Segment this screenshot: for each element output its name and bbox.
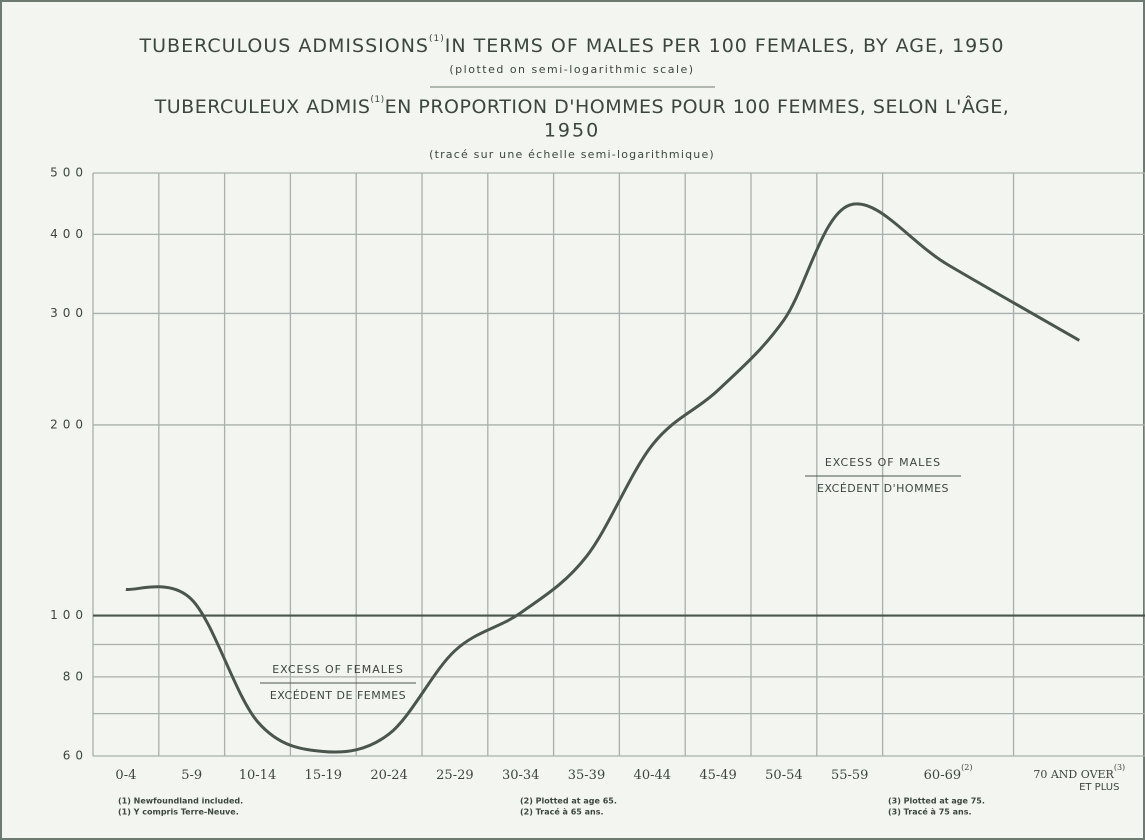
plot-area: 60 80 100 200 300 400 500 0-4 5-9 10-14 15-19 20-24… [50,166,1145,817]
x-tick-text: 20-24 [370,768,407,783]
y-tick-label: 400 [50,227,88,241]
x-tick-text: 25-29 [436,768,473,783]
y-tick-label: 60 [63,749,88,763]
chart-title-fr-year: 1950 [544,120,600,142]
x-tick-note: (3) [1114,763,1125,772]
annotation: EXCÉDENT D'HOMMES [817,482,949,495]
x-tick-text: 0-4 [115,768,136,783]
x-tick-text: 35-39 [568,768,605,783]
x-tick-text: 10-14 [239,768,276,783]
subtitle: (plotted on semi-logarithmic scale) [449,63,694,76]
x-tick-label: 20-24 [370,768,407,783]
annotation: EXCÉDENT DE FEMMES [270,689,406,702]
annotation: EXCESS OF MALES [825,456,941,469]
x-tick-label: 40-44 [634,768,671,783]
footnote: (2) Tracé à 65 ans. [520,807,604,817]
x-tick-note: (2) [961,763,972,772]
footnote: (3) Plotted at age 75. [888,797,985,806]
x-tick-text: 50-54 [765,768,802,783]
x-tick-text: 40-44 [634,768,671,783]
x-tick-text: 55-59 [831,768,868,783]
x-tick-label: 5-9 [181,768,202,783]
footnote: (3) Tracé à 75 ans. [888,807,972,817]
chart-title: TUBERCULOUS ADMISSIONS(1)IN TERMS OF MAL… [139,34,1005,57]
y-tick-label: 300 [50,306,88,320]
footnote: (1) Newfoundland included. [118,797,243,806]
x-tick-label: 25-29 [436,768,473,783]
x-tick-label: 45-49 [699,768,736,783]
x-tick-label: 55-59 [831,768,868,783]
annotation: EXCESS OF FEMALES [272,663,404,676]
x-tick-label-line2: ET PLUS [1079,782,1119,793]
subtitle-fr: (tracé sur une échelle semi-logarithmiqu… [429,148,715,161]
x-tick-label: 15-19 [305,768,342,783]
chart-title-fr: TUBERCULEUX ADMIS(1)EN PROPORTION D'HOMM… [154,95,1010,118]
footnote: (2) Plotted at age 65. [520,797,617,806]
x-tick-label: 10-14 [239,768,276,783]
x-tick-text: 70 AND OVER [1033,768,1114,781]
line-series [125,202,1081,754]
x-tick-label: 70 AND OVER(3) [1033,763,1125,781]
x-tick-label: 0-4 [115,768,136,783]
x-tick-text: 45-49 [699,768,736,783]
x-tick-label: 50-54 [765,768,802,783]
y-tick-label: 500 [50,166,88,180]
y-tick-label: 200 [50,417,88,431]
footnote: (1) Y compris Terre-Neuve. [118,808,239,817]
x-tick-text: 30-34 [502,768,539,783]
x-tick-label: 35-39 [568,768,605,783]
x-tick-text: 5-9 [181,768,202,783]
y-tick-label: 100 [50,608,88,622]
x-tick-text: 15-19 [305,768,342,783]
x-tick-text: 60-69 [924,768,961,783]
x-tick-label: 60-69(2) [924,763,973,783]
x-tick-label: 30-34 [502,768,539,783]
y-tick-label: 80 [63,669,88,683]
